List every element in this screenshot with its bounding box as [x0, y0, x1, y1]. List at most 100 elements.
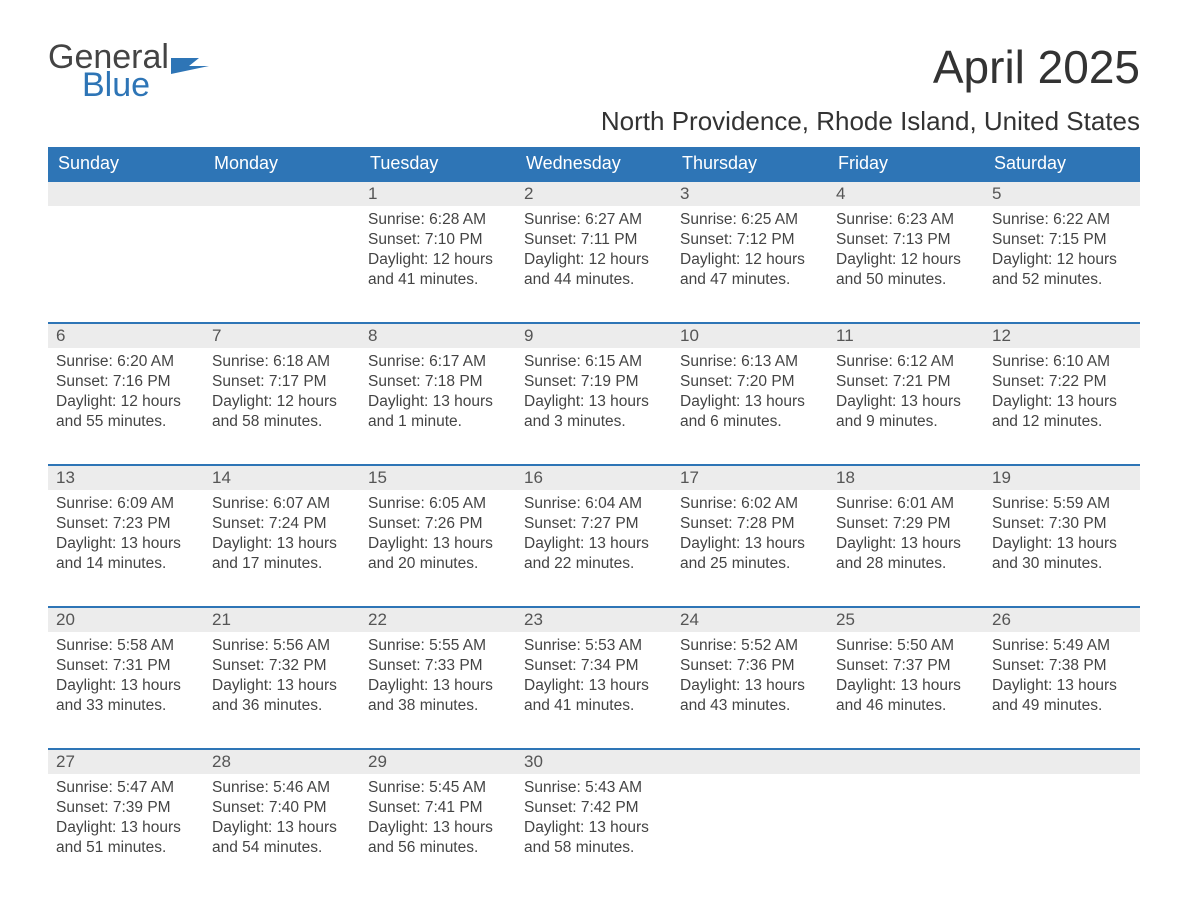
- daylight-line: Daylight: 13 hours and 33 minutes.: [56, 676, 196, 716]
- sunrise-line: Sunrise: 5:43 AM: [524, 778, 664, 798]
- calendar-table: SundayMondayTuesdayWednesdayThursdayFrid…: [48, 147, 1140, 890]
- daylight-line: Daylight: 13 hours and 22 minutes.: [524, 534, 664, 574]
- sunrise-line: Sunrise: 6:01 AM: [836, 494, 976, 514]
- calendar-day-cell: [984, 748, 1140, 890]
- daylight-line: Daylight: 13 hours and 1 minute.: [368, 392, 508, 432]
- daylight-line: Daylight: 13 hours and 6 minutes.: [680, 392, 820, 432]
- daylight-line: Daylight: 13 hours and 54 minutes.: [212, 818, 352, 858]
- day-body: Sunrise: 5:49 AMSunset: 7:38 PMDaylight:…: [984, 632, 1140, 725]
- calendar-day-cell: 5Sunrise: 6:22 AMSunset: 7:15 PMDaylight…: [984, 180, 1140, 322]
- day-body: Sunrise: 5:52 AMSunset: 7:36 PMDaylight:…: [672, 632, 828, 725]
- sunrise-line: Sunrise: 6:12 AM: [836, 352, 976, 372]
- day-body: Sunrise: 6:01 AMSunset: 7:29 PMDaylight:…: [828, 490, 984, 583]
- sunset-line: Sunset: 7:38 PM: [992, 656, 1132, 676]
- sunrise-line: Sunrise: 6:28 AM: [368, 210, 508, 230]
- day-number: 30: [516, 748, 672, 774]
- calendar-day-cell: 9Sunrise: 6:15 AMSunset: 7:19 PMDaylight…: [516, 322, 672, 464]
- daylight-line: Daylight: 13 hours and 36 minutes.: [212, 676, 352, 716]
- day-number: 29: [360, 748, 516, 774]
- daylight-line: Daylight: 12 hours and 47 minutes.: [680, 250, 820, 290]
- sunset-line: Sunset: 7:37 PM: [836, 656, 976, 676]
- sunrise-line: Sunrise: 5:50 AM: [836, 636, 976, 656]
- calendar-day-cell: 24Sunrise: 5:52 AMSunset: 7:36 PMDayligh…: [672, 606, 828, 748]
- day-body: Sunrise: 5:53 AMSunset: 7:34 PMDaylight:…: [516, 632, 672, 725]
- sunset-line: Sunset: 7:33 PM: [368, 656, 508, 676]
- day-number: 9: [516, 322, 672, 348]
- sunrise-line: Sunrise: 6:25 AM: [680, 210, 820, 230]
- sunset-line: Sunset: 7:21 PM: [836, 372, 976, 392]
- day-body: [204, 206, 360, 218]
- daylight-line: Daylight: 13 hours and 14 minutes.: [56, 534, 196, 574]
- sunset-line: Sunset: 7:32 PM: [212, 656, 352, 676]
- calendar-day-cell: 21 Sunrise: 5:56 AMSunset: 7:32 PMDayligh…: [204, 606, 360, 748]
- weekday-header: Wednesday: [516, 147, 672, 180]
- day-body: Sunrise: 6:04 AMSunset: 7:27 PMDaylight:…: [516, 490, 672, 583]
- daylight-line: Daylight: 13 hours and 12 minutes.: [992, 392, 1132, 432]
- day-body: Sunrise: 6:25 AMSunset: 7:12 PMDaylight:…: [672, 206, 828, 299]
- day-body: Sunrise: 6:23 AMSunset: 7:13 PMDaylight:…: [828, 206, 984, 299]
- calendar-day-cell: [672, 748, 828, 890]
- day-body: Sunrise: 6:17 AMSunset: 7:18 PMDaylight:…: [360, 348, 516, 441]
- calendar-week-row: 20Sunrise: 5:58 AMSunset: 7:31 PMDayligh…: [48, 606, 1140, 748]
- sunset-line: Sunset: 7:12 PM: [680, 230, 820, 250]
- day-body: Sunrise: 5:45 AMSunset: 7:41 PMDaylight:…: [360, 774, 516, 867]
- day-body: Sunrise: 6:15 AMSunset: 7:19 PMDaylight:…: [516, 348, 672, 441]
- daylight-line: Daylight: 13 hours and 9 minutes.: [836, 392, 976, 432]
- calendar-day-cell: 7Sunrise: 6:18 AMSunset: 7:17 PMDaylight…: [204, 322, 360, 464]
- sunset-line: Sunset: 7:40 PM: [212, 798, 352, 818]
- day-number: 12: [984, 322, 1140, 348]
- day-body: Sunrise: 5:50 AMSunset: 7:37 PMDaylight:…: [828, 632, 984, 725]
- sunrise-line: Sunrise: 5:49 AM: [992, 636, 1132, 656]
- calendar-day-cell: 10Sunrise: 6:13 AMSunset: 7:20 PMDayligh…: [672, 322, 828, 464]
- daylight-line: Daylight: 13 hours and 30 minutes.: [992, 534, 1132, 574]
- sunrise-line: Sunrise: 5:45 AM: [368, 778, 508, 798]
- day-number: [204, 180, 360, 206]
- calendar-day-cell: 28Sunrise: 5:46 AMSunset: 7:40 PMDayligh…: [204, 748, 360, 890]
- day-number: 23: [516, 606, 672, 632]
- daylight-line: Daylight: 13 hours and 43 minutes.: [680, 676, 820, 716]
- calendar-day-cell: [828, 748, 984, 890]
- sunset-line: Sunset: 7:20 PM: [680, 372, 820, 392]
- daylight-line: Daylight: 12 hours and 55 minutes.: [56, 392, 196, 432]
- day-number: 8: [360, 322, 516, 348]
- day-number: 22: [360, 606, 516, 632]
- day-number: 7: [204, 322, 360, 348]
- day-body: Sunrise: 6:20 AMSunset: 7:16 PMDaylight:…: [48, 348, 204, 441]
- daylight-line: Daylight: 13 hours and 28 minutes.: [836, 534, 976, 574]
- sunrise-line: Sunrise: 6:02 AM: [680, 494, 820, 514]
- daylight-line: Daylight: 12 hours and 50 minutes.: [836, 250, 976, 290]
- sunrise-line: Sunrise: 5:56 AM: [212, 636, 352, 656]
- calendar-day-cell: 15Sunrise: 6:05 AMSunset: 7:26 PMDayligh…: [360, 464, 516, 606]
- daylight-line: Daylight: 13 hours and 49 minutes.: [992, 676, 1132, 716]
- day-body: Sunrise: 5:59 AMSunset: 7:30 PMDaylight:…: [984, 490, 1140, 583]
- daylight-line: Daylight: 13 hours and 25 minutes.: [680, 534, 820, 574]
- sunrise-line: Sunrise: 5:53 AM: [524, 636, 664, 656]
- day-body: Sunrise: 6:02 AMSunset: 7:28 PMDaylight:…: [672, 490, 828, 583]
- sunset-line: Sunset: 7:17 PM: [212, 372, 352, 392]
- sunrise-line: Sunrise: 6:07 AM: [212, 494, 352, 514]
- day-number: 21: [204, 606, 360, 632]
- day-body: Sunrise: 6:12 AMSunset: 7:21 PMDaylight:…: [828, 348, 984, 441]
- location-subtitle: North Providence, Rhode Island, United S…: [48, 106, 1140, 137]
- calendar-day-cell: 17Sunrise: 6:02 AMSunset: 7:28 PMDayligh…: [672, 464, 828, 606]
- calendar-week-row: 13Sunrise: 6:09 AMSunset: 7:23 PMDayligh…: [48, 464, 1140, 606]
- calendar-day-cell: 2Sunrise: 6:27 AMSunset: 7:11 PMDaylight…: [516, 180, 672, 322]
- flag-icon: [171, 46, 209, 68]
- calendar-day-cell: 30Sunrise: 5:43 AMSunset: 7:42 PMDayligh…: [516, 748, 672, 890]
- sunrise-line: Sunrise: 6:05 AM: [368, 494, 508, 514]
- calendar-day-cell: 1Sunrise: 6:28 AMSunset: 7:10 PMDaylight…: [360, 180, 516, 322]
- sunset-line: Sunset: 7:24 PM: [212, 514, 352, 534]
- day-body: [48, 206, 204, 218]
- weekday-header-row: SundayMondayTuesdayWednesdayThursdayFrid…: [48, 147, 1140, 180]
- sunrise-line: Sunrise: 6:23 AM: [836, 210, 976, 230]
- sunrise-line: Sunrise: 5:46 AM: [212, 778, 352, 798]
- calendar-day-cell: 23Sunrise: 5:53 AMSunset: 7:34 PMDayligh…: [516, 606, 672, 748]
- day-body: Sunrise: 6:28 AMSunset: 7:10 PMDaylight:…: [360, 206, 516, 299]
- calendar-week-row: 6Sunrise: 6:20 AMSunset: 7:16 PMDaylight…: [48, 322, 1140, 464]
- day-body: Sunrise: 6:09 AMSunset: 7:23 PMDaylight:…: [48, 490, 204, 583]
- daylight-line: Daylight: 13 hours and 17 minutes.: [212, 534, 352, 574]
- sunset-line: Sunset: 7:19 PM: [524, 372, 664, 392]
- daylight-line: Daylight: 12 hours and 44 minutes.: [524, 250, 664, 290]
- day-number: 11: [828, 322, 984, 348]
- sunrise-line: Sunrise: 6:04 AM: [524, 494, 664, 514]
